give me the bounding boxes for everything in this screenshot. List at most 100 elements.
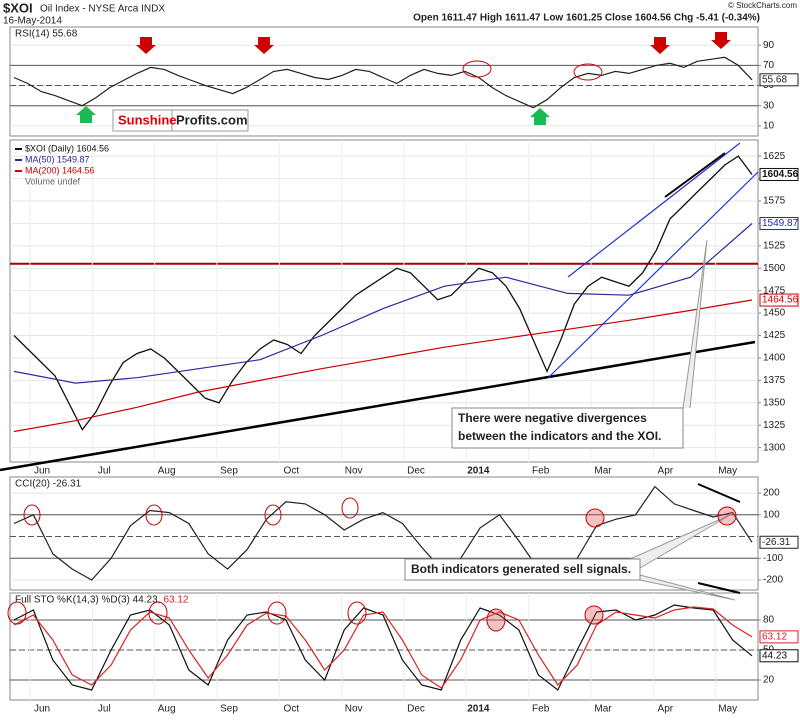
circle-marker (145, 504, 163, 526)
x-tick-label: May (718, 704, 737, 715)
x-tick-label: Jul (98, 466, 111, 477)
panel-frame (9, 592, 759, 701)
x-tick-label: Nov (345, 704, 363, 715)
y-tick-label: 200 (763, 488, 780, 499)
x-tick-label: Sep (220, 704, 238, 715)
x-tick-label: Oct (284, 466, 300, 477)
y-tick-label: 30 (763, 100, 775, 111)
y-tick-label: 1325 (763, 420, 786, 431)
value-tag-label: 1464.56 (762, 295, 799, 306)
credit: © StockCharts.com (728, 1, 797, 10)
y-tick-label: 1425 (763, 330, 786, 341)
x-tick-label: Nov (345, 466, 363, 477)
y-tick-label: 1475 (763, 285, 786, 296)
series-line (13, 223, 753, 384)
circle-marker (23, 504, 41, 526)
panel-frame (9, 476, 759, 591)
annotation-box (451, 407, 684, 449)
annotation-text: Both indicators generated sell signals. (411, 562, 631, 576)
index-name: Oil Index - NYSE Arca INDX (40, 4, 165, 15)
callout-arrow (629, 514, 731, 569)
callout-arrow (682, 239, 708, 409)
date: 16-May-2014 (3, 16, 62, 27)
circle-marker (267, 601, 287, 625)
circle-marker (573, 63, 603, 81)
channel-line (547, 171, 759, 379)
x-tick-label: Oct (284, 704, 300, 715)
x-tick-label: Mar (594, 466, 612, 477)
circle-marker (341, 497, 359, 519)
value-tag (759, 73, 799, 87)
value-tag (759, 649, 799, 663)
y-tick-label: 90 (763, 40, 775, 51)
y-tick-label: 1450 (763, 308, 786, 319)
series-line (13, 604, 753, 691)
x-tick-label: Jun (34, 704, 50, 715)
series-line (13, 155, 753, 431)
x-tick-label: Jun (34, 466, 50, 477)
y-tick-label: 1525 (763, 240, 786, 251)
panel-title: RSI(14) 55.68 (15, 29, 78, 40)
y-tick-label: 1350 (763, 397, 786, 408)
series-line (13, 56, 753, 109)
x-tick-label: Dec (407, 466, 425, 477)
logo: Sunshine Profits.com (112, 109, 249, 132)
support-line (0, 340, 756, 472)
value-tag (759, 167, 799, 181)
y-tick-label: 1375 (763, 375, 786, 386)
circle-marker (7, 601, 27, 625)
series-line (13, 485, 753, 581)
logo-brand: Sunshine (118, 112, 177, 127)
y-tick-label: 1400 (763, 353, 786, 364)
x-tick-label: May (718, 466, 737, 477)
circle-marker (585, 508, 605, 528)
legend-label: MA(50) 1549.87 (25, 154, 90, 164)
divergence-line (697, 483, 741, 503)
value-tag-label: 63.12 (762, 632, 787, 643)
panel-frame (9, 26, 759, 137)
buy-arrow (530, 108, 550, 125)
value-tag-label: -26.31 (762, 537, 791, 548)
y-tick-label: 1625 (763, 151, 786, 162)
y-tick-label: -100 (763, 553, 783, 564)
divergence-line (697, 582, 741, 594)
value-tag-label: 55.68 (762, 74, 787, 85)
value-tag (759, 293, 799, 307)
y-tick-label: -200 (763, 575, 783, 586)
y-tick-label: 10 (763, 121, 775, 132)
sell-arrow (136, 37, 156, 54)
x-tick-label: Jul (98, 704, 111, 715)
legend-label: $XOI (Daily) 1604.56 (25, 143, 109, 153)
logo-box (112, 109, 249, 132)
value-tag (759, 535, 799, 549)
panel-title: CCI(20) -26.31 (15, 479, 82, 490)
x-tick-label: Feb (532, 704, 550, 715)
x-tick-label: Sep (220, 466, 238, 477)
y-tick-label: 100 (763, 509, 780, 520)
value-tag-label: 1604.56 (762, 169, 799, 180)
value-tag (759, 217, 799, 231)
x-tick-label: Aug (158, 704, 176, 715)
y-tick-label: 1300 (763, 442, 786, 453)
value-tag (759, 630, 799, 644)
arrows (76, 32, 731, 125)
symbol: $XOI (3, 0, 33, 15)
value-tag-label: 1549.87 (762, 218, 799, 229)
x-tick-label: Dec (407, 704, 425, 715)
channel-line (567, 142, 741, 278)
value-tag-label: 44.23 (762, 650, 787, 661)
x-tick-label: 2014 (467, 704, 490, 715)
drawings (0, 60, 759, 632)
circle-marker (462, 60, 492, 78)
series-line (13, 606, 753, 689)
sell-arrow (711, 32, 731, 49)
circle-marker (717, 506, 737, 526)
x-tick-label: Apr (658, 704, 674, 715)
y-tick-label: 20 (763, 675, 775, 686)
annotation-box (404, 558, 641, 581)
legend-note: Volume undef (25, 176, 81, 186)
annotation-text: between the indicators and the XOI. (458, 429, 661, 443)
